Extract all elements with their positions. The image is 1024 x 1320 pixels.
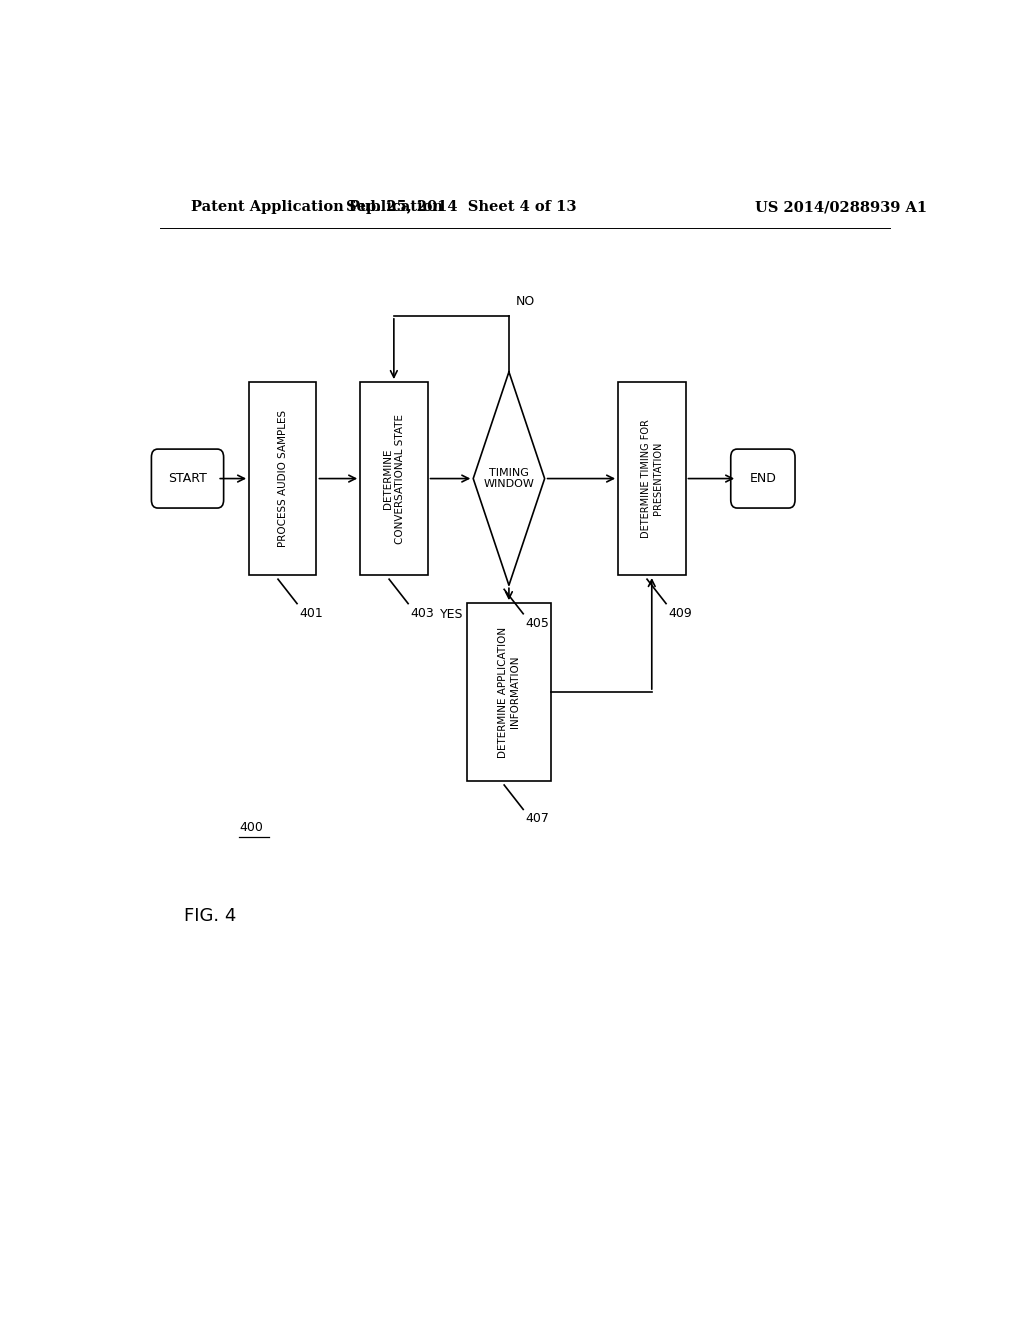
Text: 403: 403: [411, 607, 434, 619]
Text: START: START: [168, 473, 207, 484]
Text: NO: NO: [515, 294, 535, 308]
FancyBboxPatch shape: [152, 449, 223, 508]
Text: Patent Application Publication: Patent Application Publication: [191, 201, 443, 214]
Text: 407: 407: [525, 812, 550, 825]
Text: Sep. 25, 2014  Sheet 4 of 13: Sep. 25, 2014 Sheet 4 of 13: [346, 201, 577, 214]
Text: DETERMINE APPLICATION
INFORMATION: DETERMINE APPLICATION INFORMATION: [498, 627, 520, 758]
Text: 405: 405: [525, 616, 550, 630]
Text: 400: 400: [240, 821, 263, 834]
Text: US 2014/0288939 A1: US 2014/0288939 A1: [755, 201, 927, 214]
Text: DETERMINE TIMING FOR
PRESENTATION: DETERMINE TIMING FOR PRESENTATION: [641, 420, 663, 539]
Text: FIG. 4: FIG. 4: [183, 907, 236, 924]
Text: PROCESS AUDIO SAMPLES: PROCESS AUDIO SAMPLES: [278, 411, 288, 546]
Text: DETERMINE
CONVERSATIONAL STATE: DETERMINE CONVERSATIONAL STATE: [383, 413, 404, 544]
Bar: [249, 381, 316, 576]
Text: END: END: [750, 473, 776, 484]
Bar: [360, 381, 428, 576]
FancyBboxPatch shape: [731, 449, 795, 508]
Bar: [467, 603, 551, 781]
Polygon shape: [473, 372, 545, 585]
Bar: [618, 381, 685, 576]
Text: 401: 401: [299, 607, 324, 619]
Text: YES: YES: [440, 607, 464, 620]
Text: 409: 409: [669, 607, 692, 619]
Text: TIMING
WINDOW: TIMING WINDOW: [483, 467, 535, 490]
